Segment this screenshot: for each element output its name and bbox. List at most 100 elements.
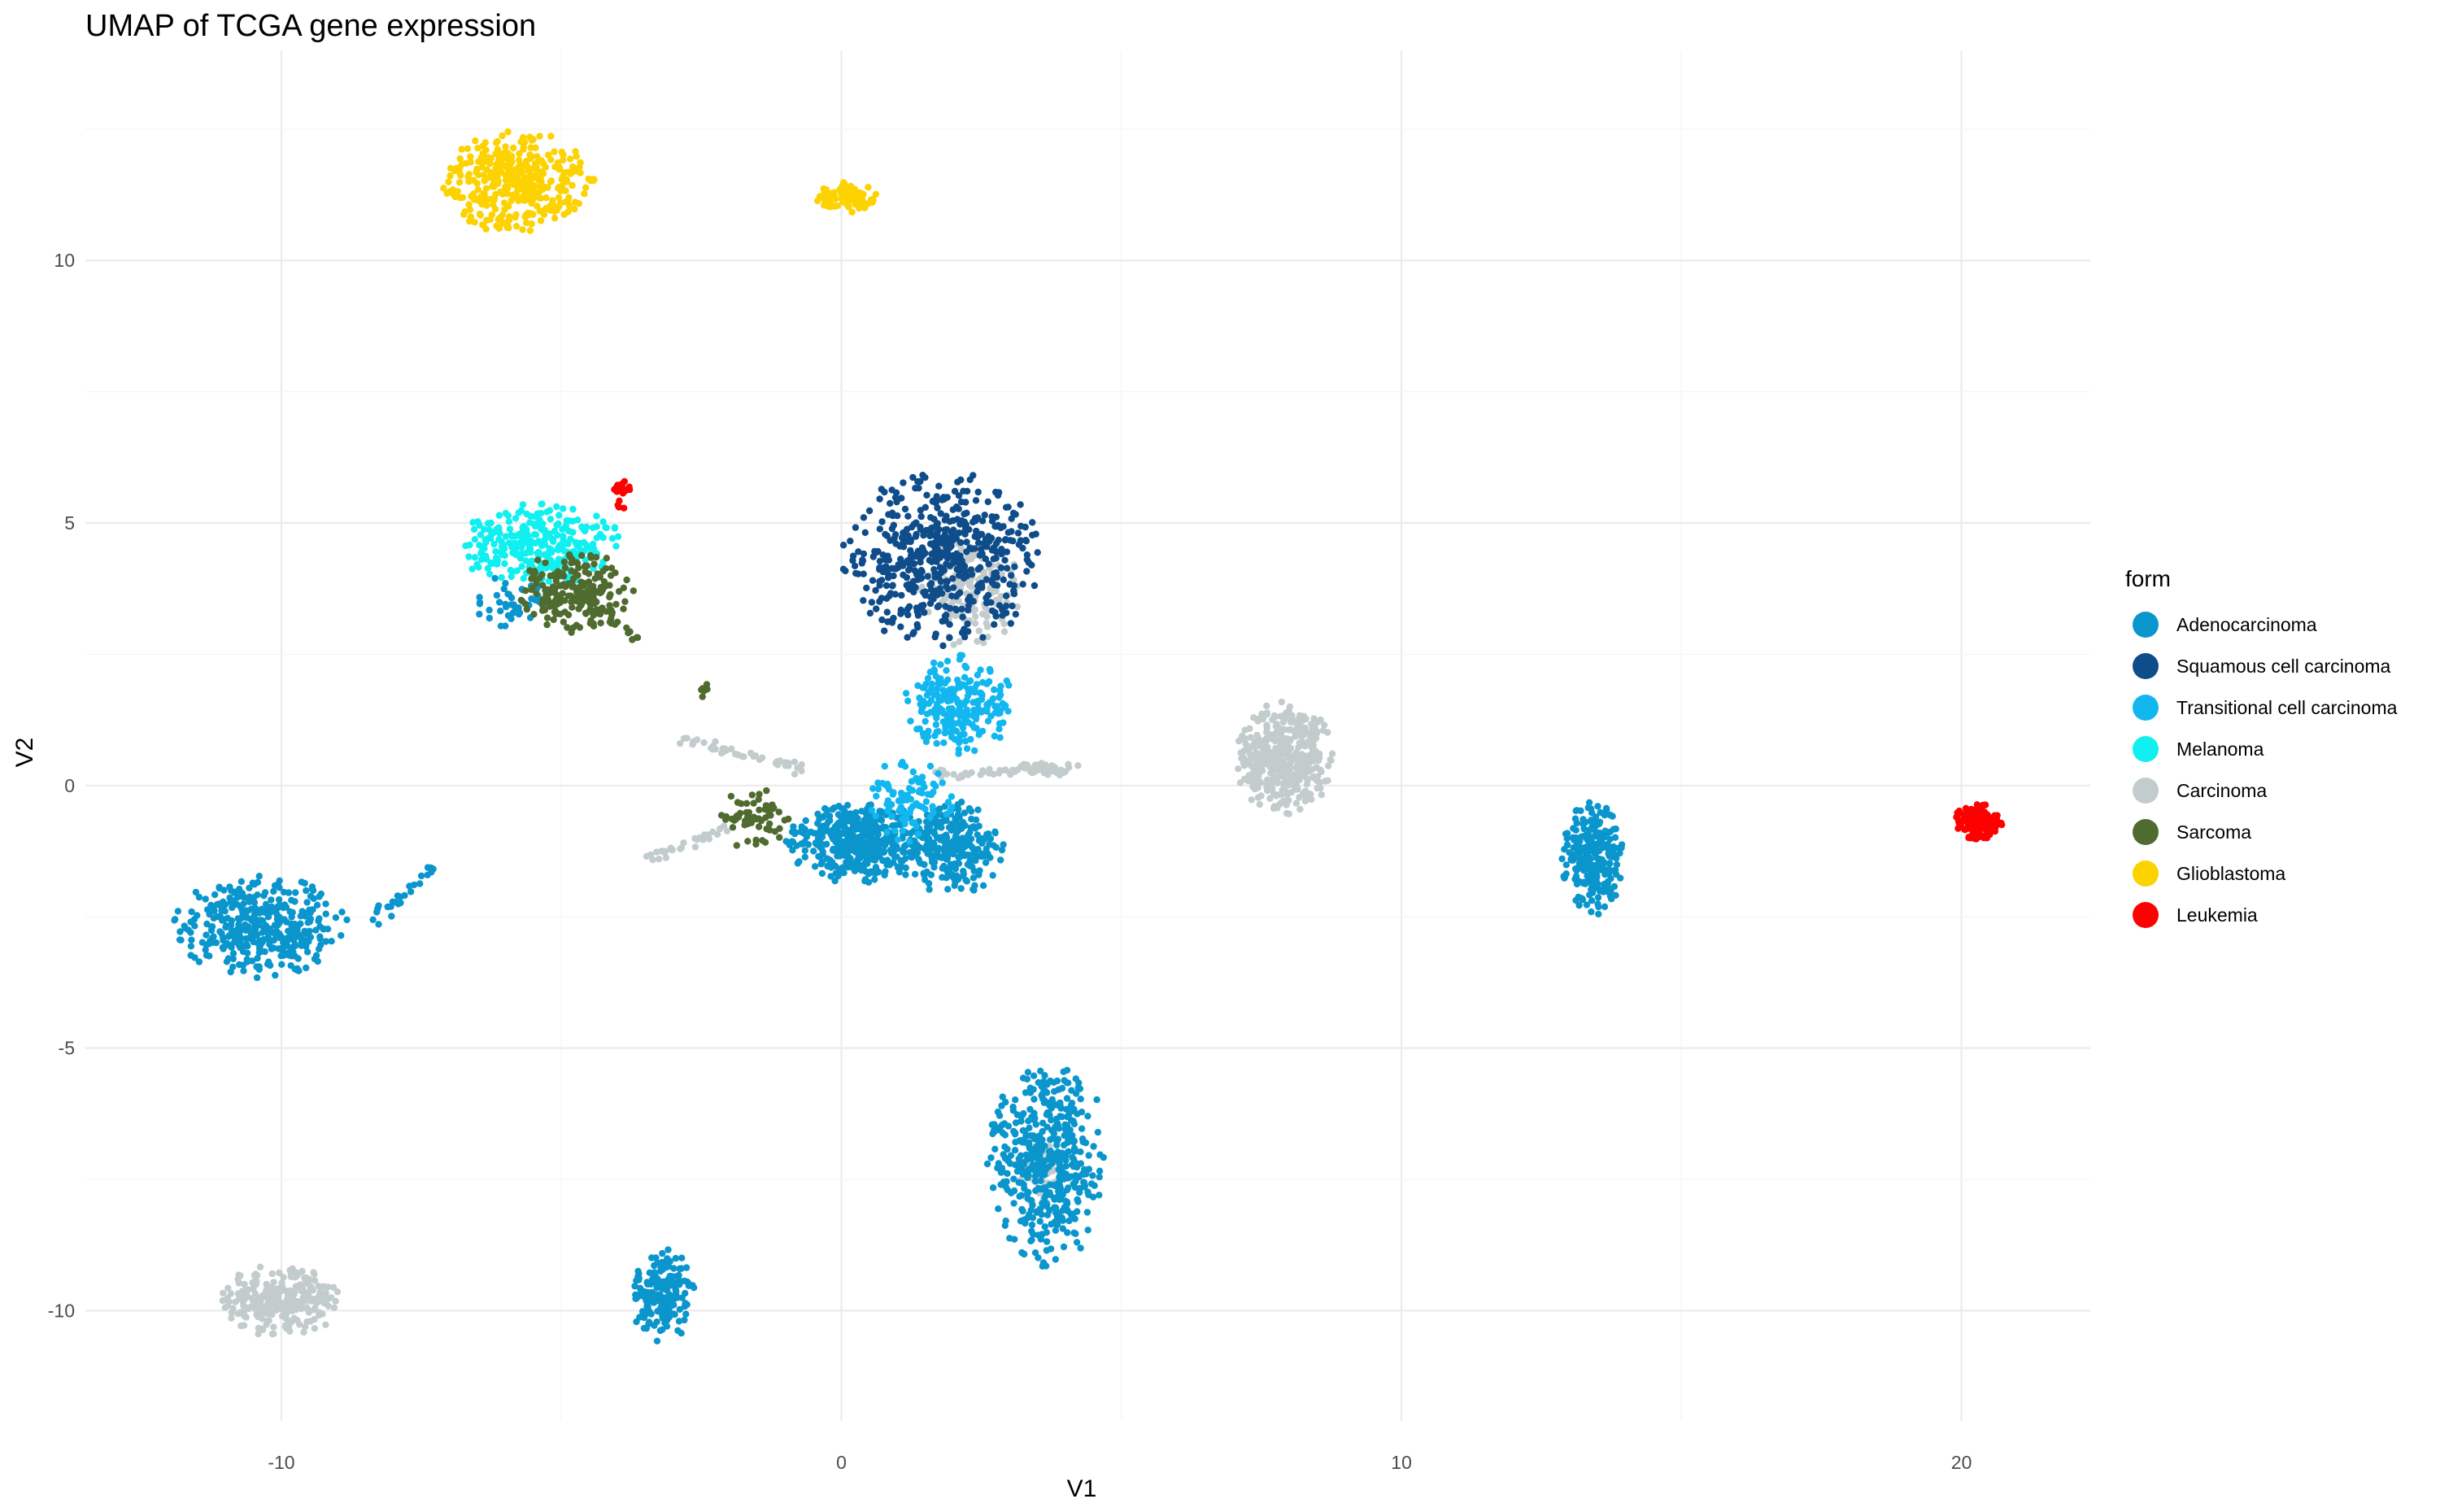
data-point (1053, 1141, 1061, 1149)
data-point (1274, 773, 1282, 781)
data-point (839, 542, 847, 549)
data-point (884, 807, 891, 815)
data-point (1259, 767, 1266, 774)
data-point (542, 559, 549, 567)
data-point (268, 1270, 276, 1278)
data-point (540, 211, 548, 218)
data-point (864, 856, 872, 864)
data-point (950, 641, 957, 648)
data-point (889, 791, 897, 798)
data-point (872, 586, 879, 595)
data-point (953, 516, 961, 523)
data-point (567, 170, 574, 177)
data-point (1031, 1172, 1039, 1180)
data-point (1071, 1183, 1079, 1192)
data-point (288, 920, 295, 928)
data-point (224, 1302, 232, 1309)
data-point (465, 217, 473, 225)
data-point (900, 571, 907, 578)
data-point (733, 842, 740, 849)
data-point (1060, 1243, 1068, 1251)
data-point (1017, 537, 1025, 544)
data-point (1052, 1101, 1060, 1109)
data-point (321, 1295, 329, 1303)
data-point (1100, 1153, 1108, 1161)
data-point (228, 1314, 235, 1322)
data-point (249, 957, 256, 965)
data-point (734, 812, 741, 819)
data-point (224, 933, 233, 940)
data-point (979, 882, 987, 890)
data-point (998, 846, 1006, 854)
data-point (486, 570, 494, 577)
data-point (1048, 764, 1056, 772)
data-point (1609, 813, 1616, 820)
data-point (590, 560, 598, 568)
data-point (957, 848, 965, 856)
data-point (553, 503, 560, 511)
data-point (1039, 1119, 1047, 1127)
data-point (1027, 1145, 1035, 1153)
data-point (556, 512, 563, 519)
data-point (982, 859, 990, 866)
data-point (852, 808, 860, 817)
data-point (957, 825, 965, 832)
data-point (535, 158, 543, 165)
data-point (1009, 537, 1017, 545)
data-point (296, 1321, 303, 1328)
data-point (1587, 835, 1594, 843)
data-point (305, 1309, 313, 1316)
data-point (1054, 1135, 1062, 1143)
data-point (291, 940, 298, 948)
grid-lines (85, 50, 2090, 1421)
data-point (520, 143, 527, 150)
data-point (963, 487, 971, 495)
data-point (881, 488, 888, 496)
data-point (803, 833, 811, 840)
data-point (531, 513, 538, 521)
data-point (1016, 1192, 1023, 1200)
data-point (810, 848, 817, 855)
data-point (1022, 523, 1029, 531)
data-point (612, 542, 620, 550)
data-point (999, 1129, 1007, 1137)
data-point (481, 525, 488, 534)
data-point (971, 747, 978, 755)
data-point (1025, 1172, 1032, 1179)
data-point (530, 193, 538, 200)
data-point (685, 1282, 692, 1290)
data-point (599, 534, 607, 542)
data-point (918, 583, 926, 590)
data-point (647, 1292, 655, 1300)
data-point (752, 836, 760, 844)
data-point (664, 1246, 672, 1253)
data-point (553, 560, 561, 568)
data-point (493, 171, 500, 179)
data-point (991, 1145, 999, 1153)
data-point (949, 838, 956, 845)
data-point (542, 587, 551, 595)
data-point (612, 600, 620, 608)
data-point (867, 868, 874, 876)
data-point (978, 530, 986, 538)
data-point (1236, 779, 1244, 787)
data-point (1593, 854, 1601, 862)
data-point (470, 176, 477, 184)
data-point (971, 620, 979, 627)
data-point (198, 939, 207, 946)
data-point (513, 181, 521, 190)
data-point (907, 805, 914, 813)
data-point (537, 509, 545, 517)
data-point (834, 202, 842, 210)
data-point (232, 1298, 239, 1305)
data-point (1002, 766, 1010, 774)
data-point (952, 605, 960, 612)
data-point (1328, 750, 1336, 757)
data-point (508, 601, 515, 608)
data-point (1317, 766, 1324, 773)
data-point (1065, 1148, 1072, 1156)
data-point (211, 907, 218, 915)
data-point (1094, 1128, 1102, 1136)
data-point (1579, 865, 1586, 873)
data-point (502, 533, 510, 540)
